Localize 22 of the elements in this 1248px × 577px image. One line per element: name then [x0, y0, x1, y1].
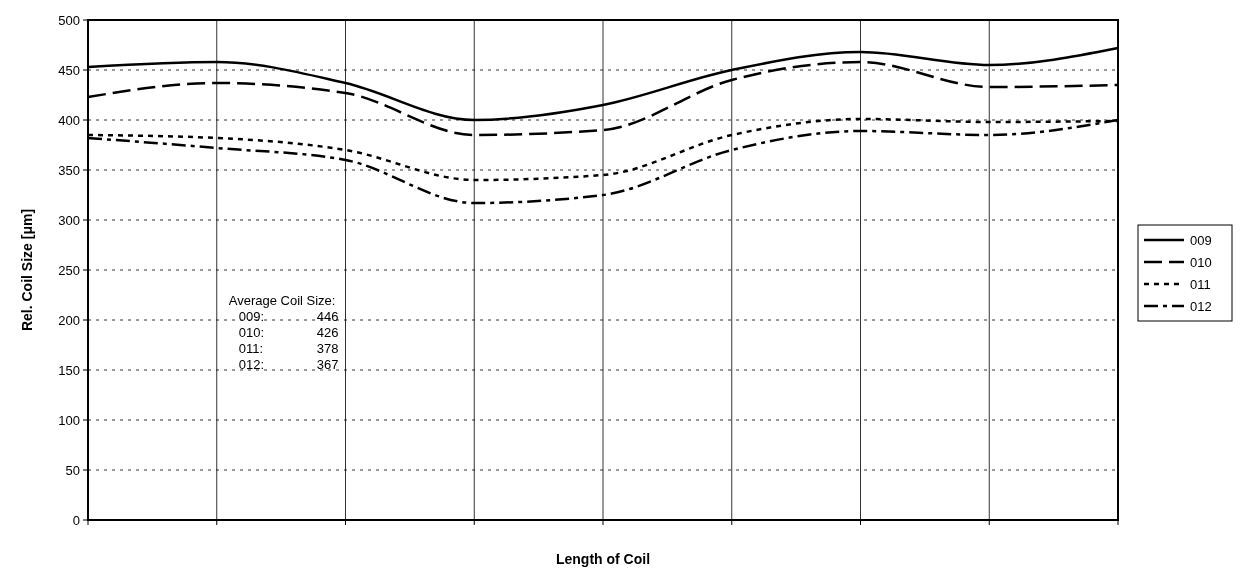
- legend-label: 009: [1190, 232, 1212, 248]
- y-tick-label: 450: [58, 62, 80, 78]
- y-axis-title: Rel. Coil Size [μm]: [19, 208, 35, 332]
- text: 010: 426: [238, 325, 339, 340]
- y-tick-label: 300: [58, 212, 80, 228]
- y-tick-label: 200: [58, 312, 80, 328]
- text: 011: 378: [238, 341, 339, 356]
- y-tick-label: 500: [58, 12, 80, 28]
- legend-label: 012: [1190, 298, 1212, 314]
- y-tick-label: 400: [58, 112, 80, 128]
- text: 009: 446: [238, 309, 339, 324]
- y-tick-label: 350: [58, 162, 80, 178]
- x-axis-title: Length of Coil: [555, 551, 651, 567]
- y-tick-label: 0: [72, 512, 80, 528]
- y-tick-label: 250: [58, 262, 80, 278]
- legend-label: 010: [1190, 254, 1212, 270]
- y-tick-label: 50: [65, 462, 80, 478]
- y-tick-label: 100: [58, 412, 80, 428]
- y-tick-label: 150: [58, 362, 80, 378]
- annotation: Average Coil Size:: [228, 293, 336, 308]
- text: 012: 367: [238, 357, 339, 372]
- legend-label: 011: [1190, 276, 1211, 292]
